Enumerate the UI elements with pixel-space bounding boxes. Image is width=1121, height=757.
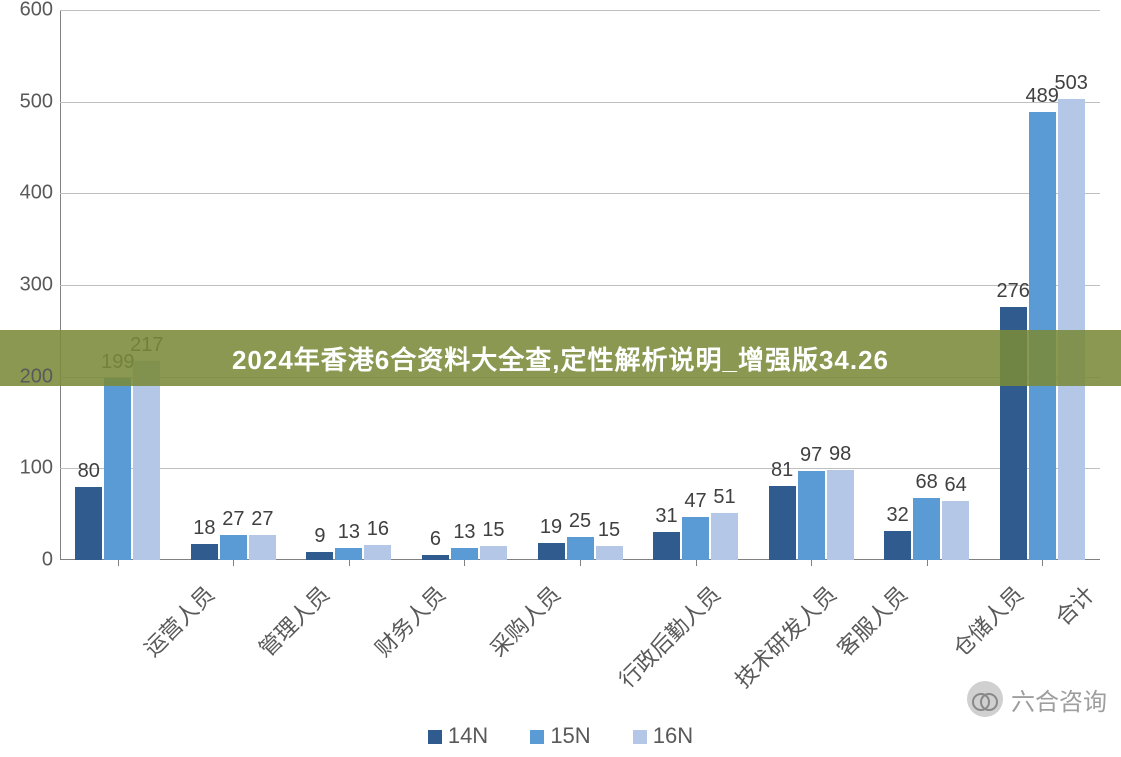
bar-value-label: 19 bbox=[540, 516, 562, 539]
bar bbox=[364, 545, 391, 560]
y-tick-label: 100 bbox=[3, 457, 53, 480]
y-tick-label: 400 bbox=[3, 182, 53, 205]
overlay-text: 2024年香港6合资料大全查,定性解析说明_增强版34.26 bbox=[232, 340, 889, 377]
x-tick-label: 技术研发人员 bbox=[726, 578, 842, 694]
bar bbox=[422, 555, 449, 561]
bar-value-label: 51 bbox=[713, 486, 735, 509]
x-tick-mark bbox=[349, 560, 350, 566]
chart-container: 8019921718272791316613151925153147518197… bbox=[0, 0, 1121, 757]
x-tick-label: 采购人员 bbox=[482, 578, 567, 663]
x-tick-mark bbox=[464, 560, 465, 566]
x-tick-label: 运营人员 bbox=[136, 578, 221, 663]
bar-value-label: 9 bbox=[314, 525, 325, 548]
bar bbox=[769, 486, 796, 560]
bar-value-label: 31 bbox=[655, 505, 677, 528]
bar-value-label: 97 bbox=[800, 444, 822, 467]
bar bbox=[682, 517, 709, 560]
bar bbox=[798, 471, 825, 560]
x-tick-label: 仓储人员 bbox=[944, 578, 1029, 663]
bar bbox=[220, 535, 247, 560]
x-tick-mark bbox=[696, 560, 697, 566]
bar bbox=[884, 531, 911, 560]
legend-item-16n: 16N bbox=[633, 723, 693, 749]
bar bbox=[335, 548, 362, 560]
bar bbox=[913, 498, 940, 560]
bar bbox=[827, 470, 854, 560]
bar-value-label: 276 bbox=[997, 280, 1030, 303]
bar bbox=[567, 537, 594, 560]
x-tick-label: 管理人员 bbox=[251, 578, 336, 663]
x-tick-label: 行政后勤人员 bbox=[611, 578, 727, 694]
bar-value-label: 18 bbox=[193, 517, 215, 540]
bar bbox=[451, 548, 478, 560]
legend: 14N 15N 16N bbox=[0, 723, 1121, 749]
bar-value-label: 15 bbox=[482, 519, 504, 542]
bar-value-label: 6 bbox=[430, 528, 441, 551]
bar-value-label: 13 bbox=[338, 521, 360, 544]
gridline bbox=[60, 10, 1100, 11]
bar-value-label: 503 bbox=[1055, 72, 1088, 95]
bar bbox=[942, 501, 969, 560]
x-tick-mark bbox=[811, 560, 812, 566]
y-tick-label: 0 bbox=[3, 549, 53, 572]
bar bbox=[538, 543, 565, 560]
x-tick-mark bbox=[1042, 560, 1043, 566]
x-tick-label: 客服人员 bbox=[829, 578, 914, 663]
bar-value-label: 16 bbox=[367, 518, 389, 541]
y-tick-label: 600 bbox=[3, 0, 53, 22]
legend-label: 16N bbox=[653, 723, 693, 748]
bar-value-label: 68 bbox=[916, 471, 938, 494]
legend-swatch-icon bbox=[530, 730, 544, 744]
legend-swatch-icon bbox=[633, 730, 647, 744]
gridline bbox=[60, 468, 1100, 469]
bar bbox=[653, 532, 680, 560]
y-tick-label: 500 bbox=[3, 90, 53, 113]
bar bbox=[249, 535, 276, 560]
x-tick-mark bbox=[927, 560, 928, 566]
y-tick-label: 200 bbox=[3, 365, 53, 388]
x-tick-label: 合计 bbox=[1047, 578, 1101, 632]
wechat-icon bbox=[967, 681, 1003, 717]
bar bbox=[133, 361, 160, 560]
watermark: 六合咨询 bbox=[967, 681, 1107, 717]
watermark-text: 六合咨询 bbox=[1011, 682, 1107, 717]
legend-swatch-icon bbox=[428, 730, 442, 744]
bar bbox=[306, 552, 333, 560]
gridline bbox=[60, 102, 1100, 103]
bar-value-label: 64 bbox=[945, 474, 967, 497]
bar-value-label: 32 bbox=[887, 504, 909, 527]
x-tick-mark bbox=[233, 560, 234, 566]
y-tick-label: 300 bbox=[3, 274, 53, 297]
bar bbox=[75, 487, 102, 560]
bar-value-label: 25 bbox=[569, 510, 591, 533]
legend-item-15n: 15N bbox=[530, 723, 590, 749]
gridline bbox=[60, 193, 1100, 194]
x-tick-label: 财务人员 bbox=[367, 578, 452, 663]
legend-label: 14N bbox=[448, 723, 488, 748]
bar-value-label: 27 bbox=[222, 508, 244, 531]
gridline bbox=[60, 285, 1100, 286]
bar bbox=[711, 513, 738, 560]
bar-value-label: 27 bbox=[251, 508, 273, 531]
x-tick-mark bbox=[580, 560, 581, 566]
bar bbox=[191, 544, 218, 561]
legend-label: 15N bbox=[550, 723, 590, 748]
bar-value-label: 80 bbox=[78, 460, 100, 483]
bar-value-label: 47 bbox=[684, 490, 706, 513]
plot-area: 8019921718272791316613151925153147518197… bbox=[60, 10, 1100, 560]
bar bbox=[480, 546, 507, 560]
x-tick-mark bbox=[118, 560, 119, 566]
bar-value-label: 98 bbox=[829, 443, 851, 466]
overlay-banner: 2024年香港6合资料大全查,定性解析说明_增强版34.26 bbox=[0, 330, 1121, 386]
bar-value-label: 13 bbox=[453, 521, 475, 544]
bar-value-label: 15 bbox=[598, 519, 620, 542]
legend-item-14n: 14N bbox=[428, 723, 488, 749]
bar-value-label: 81 bbox=[771, 459, 793, 482]
bar bbox=[596, 546, 623, 560]
bar bbox=[104, 378, 131, 560]
